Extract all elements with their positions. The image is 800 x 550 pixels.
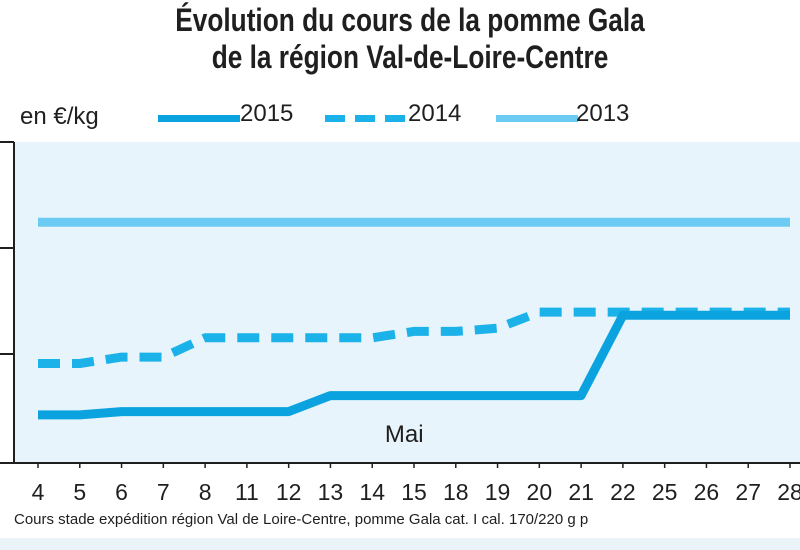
annotation-0: Mai (385, 421, 424, 448)
legend-label-2015: 2015 (240, 100, 294, 127)
x-tick-label-21: 21 (568, 479, 594, 505)
chart-title-line-2: de la région Val-de-Loire-Centre (211, 39, 609, 75)
x-tick-label-25: 25 (652, 479, 678, 505)
x-tick-label-22: 22 (610, 479, 636, 505)
x-tick-label-27: 27 (735, 479, 761, 505)
x-tick-label-7: 7 (157, 479, 170, 505)
x-tick-label-6: 6 (115, 479, 128, 505)
x-tick-label-15: 15 (401, 479, 427, 505)
bottom-band (0, 538, 800, 550)
legend-label-2014: 2014 (408, 100, 462, 127)
x-tick-label-4: 4 (32, 479, 45, 505)
legend-swatch-2015 (158, 115, 240, 122)
x-tick-label-13: 13 (318, 479, 344, 505)
x-tick-label-20: 20 (527, 479, 553, 505)
x-tick-label-18: 18 (443, 479, 469, 505)
series-line-2014 (38, 307, 790, 368)
source-note: Cours stade expédition région Val de Loi… (14, 511, 589, 528)
y-axis-unit-label: en €/kg (20, 103, 99, 130)
legend-swatch-2014 (325, 115, 407, 122)
x-tick-label-14: 14 (359, 479, 385, 505)
chart-title: Évolution du cours de la pomme Gala de l… (74, 2, 746, 76)
x-tick-label-19: 19 (485, 479, 511, 505)
x-tick-label-12: 12 (276, 479, 302, 505)
legend-label-2013: 2013 (576, 100, 630, 127)
x-tick-label-5: 5 (73, 479, 86, 505)
x-tick-label-11: 11 (235, 479, 259, 505)
x-tick-label-8: 8 (199, 479, 212, 505)
x-tick-label-28: 28 (777, 479, 800, 505)
chart-title-line-1: Évolution du cours de la pomme Gala (175, 2, 645, 38)
x-tick-label-26: 26 (694, 479, 720, 505)
legend-swatch-2013 (496, 115, 578, 122)
